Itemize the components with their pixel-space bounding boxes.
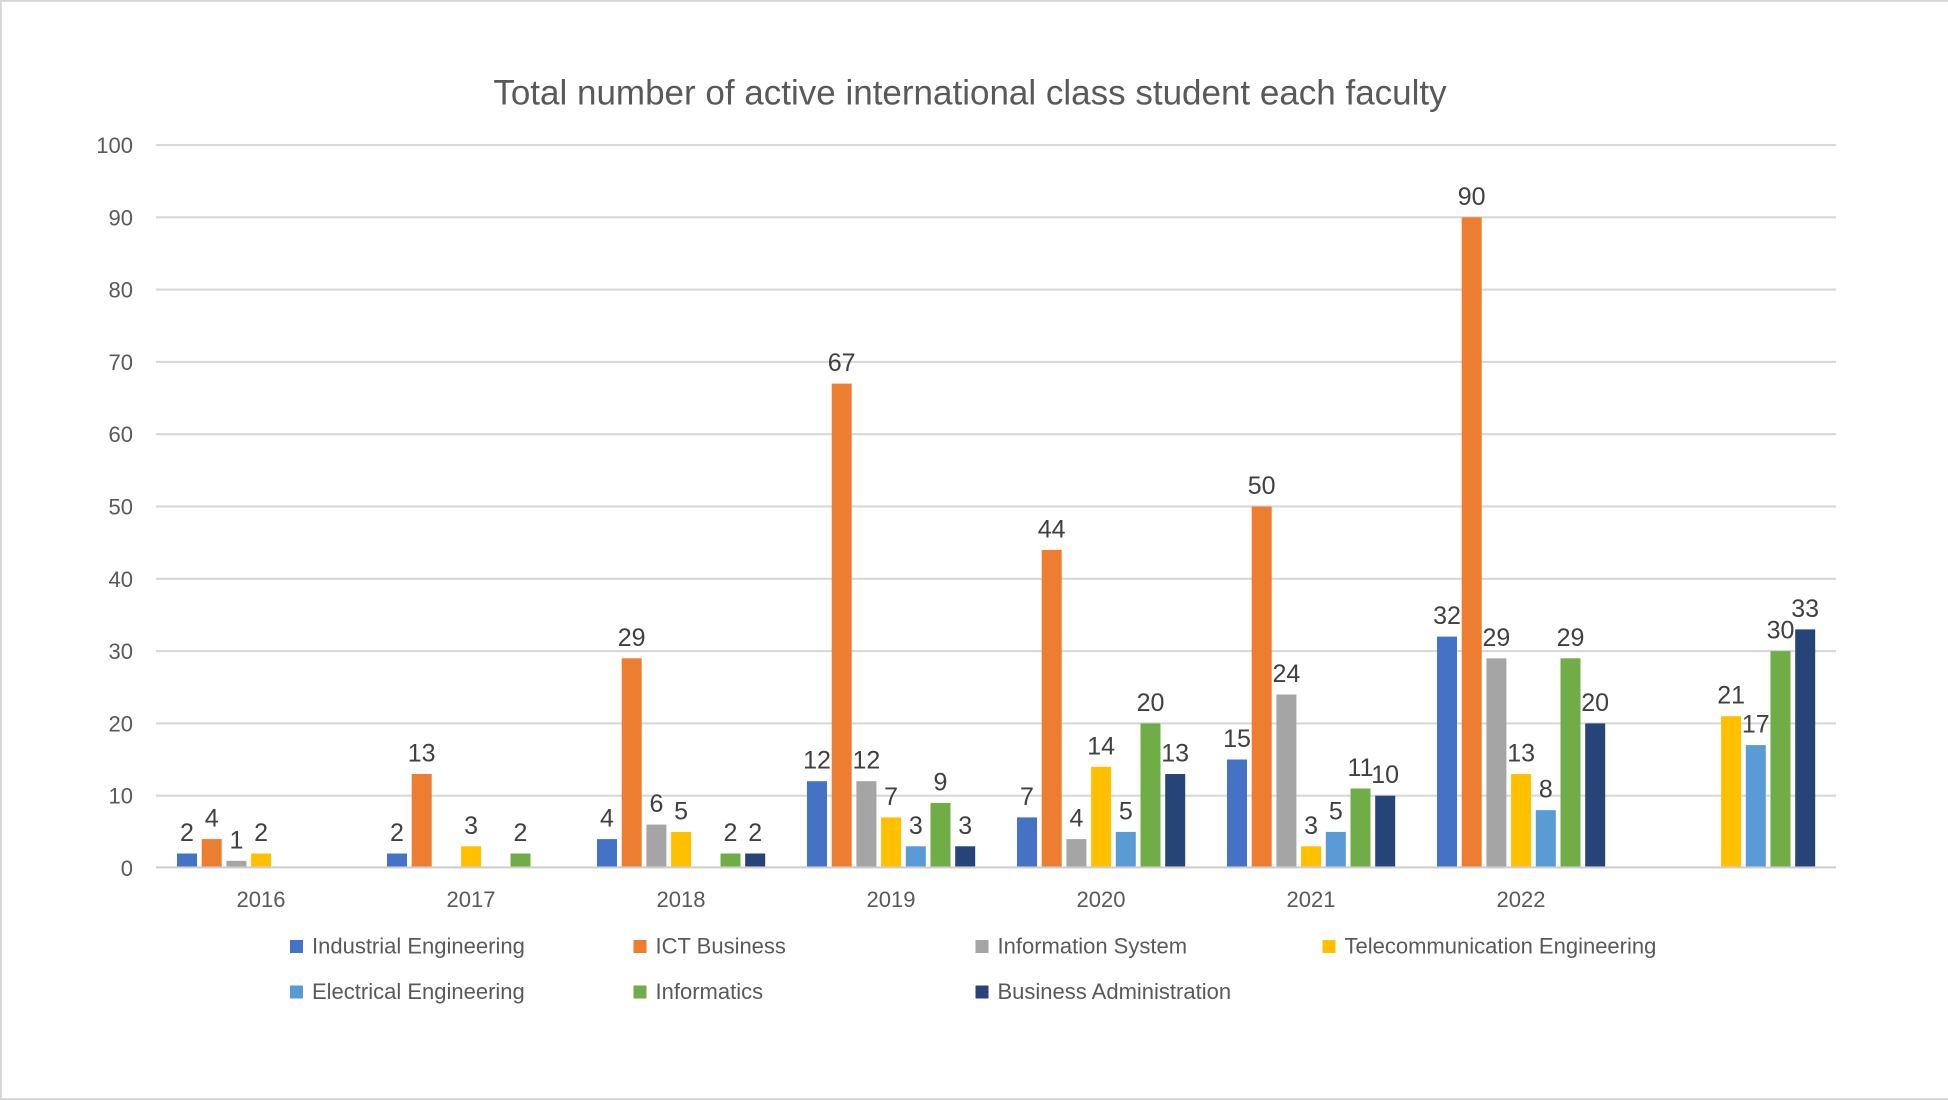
svg-text:12: 12 [803,747,831,775]
svg-text:Total number of active interna: Total number of active international cla… [493,74,1447,113]
svg-text:44: 44 [1038,515,1066,543]
svg-text:2: 2 [254,819,268,847]
svg-text:70: 70 [109,350,133,375]
svg-text:8: 8 [1539,776,1553,804]
svg-text:2021: 2021 [1287,887,1336,912]
svg-text:90: 90 [109,205,133,230]
svg-text:2: 2 [514,819,528,847]
svg-text:17: 17 [1742,711,1770,739]
svg-text:32: 32 [1433,602,1461,630]
svg-text:29: 29 [618,624,646,652]
svg-text:2017: 2017 [447,887,496,912]
svg-text:7: 7 [884,783,898,811]
svg-text:13: 13 [1161,740,1189,768]
svg-text:4: 4 [600,805,614,833]
svg-text:40: 40 [109,567,133,592]
svg-text:60: 60 [109,422,133,447]
svg-text:Information System: Information System [998,934,1188,959]
svg-text:67: 67 [828,349,856,377]
svg-text:Industrial Engineering: Industrial Engineering [312,934,525,959]
svg-text:2016: 2016 [237,887,286,912]
svg-text:2: 2 [724,819,738,847]
svg-text:10: 10 [1371,761,1399,789]
svg-text:Electrical Engineering: Electrical Engineering [312,979,525,1004]
svg-text:2022: 2022 [1497,887,1546,912]
svg-text:12: 12 [852,747,880,775]
svg-text:30: 30 [109,639,133,664]
svg-text:ICT Business: ICT Business [656,934,786,959]
svg-text:80: 80 [109,278,133,303]
svg-text:5: 5 [674,797,688,825]
svg-text:Telecommunication Engineering: Telecommunication Engineering [1345,934,1657,959]
svg-text:2019: 2019 [867,887,916,912]
svg-text:13: 13 [1507,740,1535,768]
svg-text:2: 2 [748,819,762,847]
svg-text:3: 3 [958,812,972,840]
svg-text:2020: 2020 [1077,887,1126,912]
svg-text:20: 20 [1581,689,1609,717]
svg-text:1: 1 [229,826,243,854]
svg-text:33: 33 [1791,595,1819,623]
svg-text:Informatics: Informatics [656,979,764,1004]
svg-text:20: 20 [1137,689,1165,717]
svg-text:20: 20 [109,711,133,736]
svg-text:Business Administration: Business Administration [998,979,1232,1004]
svg-text:6: 6 [649,790,663,818]
svg-text:50: 50 [1248,472,1276,500]
svg-text:2: 2 [390,819,404,847]
svg-text:10: 10 [109,784,133,809]
svg-text:0: 0 [121,856,133,881]
svg-text:3: 3 [464,812,478,840]
svg-text:100: 100 [96,133,133,158]
svg-text:2018: 2018 [657,887,706,912]
svg-text:30: 30 [1767,617,1795,645]
svg-text:5: 5 [1119,797,1133,825]
svg-text:29: 29 [1557,624,1585,652]
svg-text:4: 4 [205,805,219,833]
svg-text:15: 15 [1223,725,1251,753]
svg-text:7: 7 [1020,783,1034,811]
svg-text:24: 24 [1272,660,1300,688]
svg-text:3: 3 [1304,812,1318,840]
svg-text:5: 5 [1329,797,1343,825]
svg-text:3: 3 [909,812,923,840]
svg-text:11: 11 [1348,754,1374,782]
svg-text:13: 13 [408,740,436,768]
svg-text:90: 90 [1458,183,1486,211]
svg-text:29: 29 [1482,624,1510,652]
svg-text:9: 9 [934,768,948,796]
svg-text:21: 21 [1717,682,1745,710]
svg-text:2: 2 [180,819,194,847]
svg-text:4: 4 [1069,805,1083,833]
svg-text:14: 14 [1087,732,1115,760]
svg-text:50: 50 [109,495,133,520]
